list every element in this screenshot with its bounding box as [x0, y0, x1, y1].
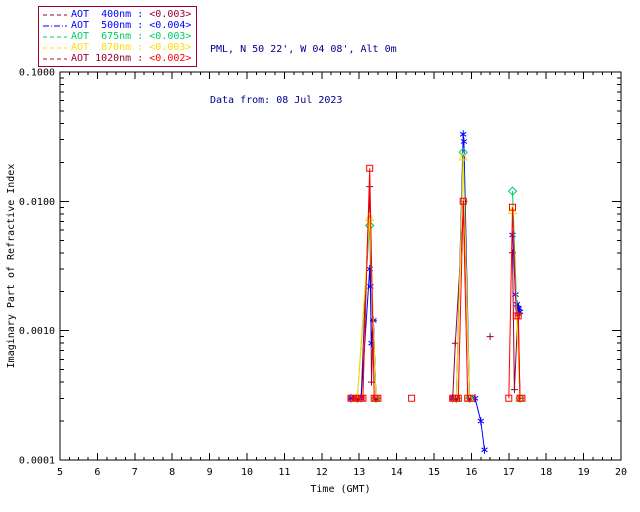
x-tick-label: 11: [278, 467, 290, 478]
legend-separator: :: [131, 9, 150, 20]
x-tick-label: 5: [57, 467, 63, 478]
series-line: [356, 156, 521, 399]
legend-entry: AOT 400nm : <0.003>: [43, 9, 191, 20]
legend-line-swatch: [43, 25, 67, 26]
axis-labels: 5 6 7 8 9 10 11 12 13 14 15 16 17 18 19 20 0.0001 0.0010 0…: [6, 68, 627, 496]
axes: [59, 71, 622, 461]
x-tick-label: 9: [207, 467, 213, 478]
y-tick-label: 0.0001: [19, 456, 55, 467]
y-tick-label: 0.0100: [19, 197, 55, 208]
legend-mean-value: <0.002>: [149, 53, 192, 64]
legend-entry: AOT 675nm : <0.003>: [43, 31, 191, 42]
x-tick-label: 10: [241, 467, 253, 478]
x-tick-label: 16: [465, 467, 477, 478]
series-line: [351, 168, 522, 399]
x-tick-label: 6: [94, 467, 100, 478]
x-tick-label: 14: [391, 467, 403, 478]
legend-mean-value: <0.004>: [149, 20, 192, 31]
x-tick-label: 8: [169, 467, 175, 478]
legend-label: AOT 675nm: [71, 31, 132, 42]
x-tick-label: 19: [578, 467, 590, 478]
plot-header: PML, N 50 22', W 04 08', Alt 0m Data fro…: [210, 7, 397, 143]
legend-label: AOT 400nm: [71, 9, 132, 20]
x-tick-label: 20: [615, 467, 627, 478]
series-1020nm: [347, 164, 526, 402]
series-500nm: [347, 130, 524, 454]
legend-label: AOT 870nm: [71, 42, 132, 53]
legend-entry: AOT 1020nm : <0.002>: [43, 53, 191, 64]
x-tick-label: 13: [353, 467, 365, 478]
series-line: [351, 186, 521, 399]
legend-line-swatch: [43, 36, 67, 37]
y-axis-title: Imaginary Part of Refractive Index: [6, 164, 17, 369]
x-tick-label: 18: [540, 467, 552, 478]
x-tick-label: 7: [132, 467, 138, 478]
legend-box: AOT 400nm : <0.003> AOT 500nm : <0.004> AO…: [38, 6, 198, 67]
legend-separator: :: [131, 53, 150, 64]
legend-line-swatch: [43, 47, 67, 48]
series-870nm: [352, 151, 525, 402]
y-tick-label: 0.0010: [19, 326, 55, 337]
series-675nm: [352, 147, 525, 404]
x-tick-label: 15: [428, 467, 440, 478]
series-markers: [352, 147, 525, 404]
y-tick-label: 0.1000: [19, 68, 55, 79]
x-axis-title: Time (GMT): [310, 484, 370, 495]
legend-separator: :: [131, 31, 150, 42]
legend-line-swatch: [43, 58, 67, 59]
legend-mean-value: <0.003>: [149, 31, 192, 42]
x-tick-label: 17: [503, 467, 515, 478]
series-markers: [347, 164, 526, 402]
station-info: PML, N 50 22', W 04 08', Alt 0m: [210, 44, 397, 55]
legend-entry: AOT 870nm : <0.003>: [43, 42, 191, 53]
legend-label: AOT 500nm: [71, 20, 132, 31]
legend-separator: :: [131, 42, 150, 53]
series-line: [356, 152, 521, 399]
legend-mean-value: <0.003>: [149, 42, 192, 53]
x-tick-label: 12: [316, 467, 328, 478]
series-markers: [352, 151, 525, 402]
legend-mean-value: <0.003>: [149, 9, 192, 20]
series-markers: [347, 130, 524, 454]
legend-separator: :: [131, 20, 150, 31]
legend-line-swatch: [43, 14, 67, 15]
legend-label: AOT 1020nm: [71, 53, 132, 64]
legend-entry: AOT 500nm : <0.004>: [43, 20, 191, 31]
data-date: Data from: 08 Jul 2023: [210, 95, 343, 106]
